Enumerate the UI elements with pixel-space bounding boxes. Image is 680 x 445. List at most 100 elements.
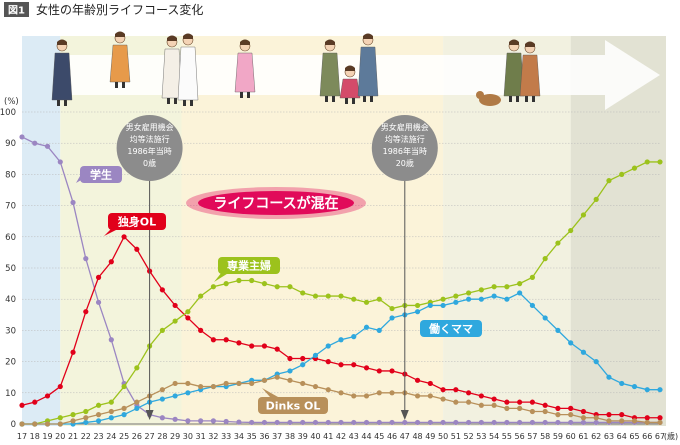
family-icon-2-body bbox=[357, 46, 379, 97]
young-woman-icon bbox=[109, 31, 131, 88]
family-icon-child-leg-l bbox=[345, 98, 348, 104]
data-point-student bbox=[210, 418, 216, 424]
callout-1986-right-arrow bbox=[400, 410, 409, 420]
x-tick-label: 54 bbox=[489, 432, 499, 441]
figure-header: 図1 女性の年齢別ライフコース変化 bbox=[4, 2, 203, 17]
wedding-couple-icon-2-hair bbox=[183, 33, 193, 39]
wedding-couple-icon-hair bbox=[167, 35, 177, 41]
y-tick-label: 40 bbox=[5, 295, 16, 305]
data-point-student bbox=[44, 143, 51, 149]
series-label-bg bbox=[258, 397, 328, 414]
data-point-working_mom bbox=[478, 296, 484, 302]
y-tick-label: 0 bbox=[11, 420, 16, 430]
data-point-student bbox=[389, 419, 395, 426]
x-tick-label: 50 bbox=[438, 432, 448, 441]
series-label-text: 学生 bbox=[90, 168, 112, 182]
elderly-couple-dog-icon-dog bbox=[476, 91, 501, 106]
data-point-dinks bbox=[466, 399, 472, 405]
x-tick-label: 43 bbox=[349, 432, 359, 441]
data-point-dinks bbox=[210, 383, 216, 390]
data-point-student bbox=[580, 419, 587, 426]
x-tick-label: 29 bbox=[170, 432, 180, 441]
x-tick-label: 66 bbox=[642, 432, 652, 441]
data-point-single_ol bbox=[414, 377, 421, 383]
data-point-working_mom bbox=[453, 299, 459, 305]
y-tick-label: 80 bbox=[5, 170, 16, 180]
elderly-couple-dog-icon-hair bbox=[509, 39, 519, 45]
data-point-student bbox=[198, 418, 204, 424]
pregnant-woman-icon-leg-r bbox=[247, 92, 250, 98]
wedding-couple-icon-2 bbox=[177, 33, 199, 106]
data-point-working_mom bbox=[504, 296, 510, 302]
data-point-student bbox=[517, 419, 523, 426]
data-point-housewife bbox=[644, 159, 650, 165]
kimono-woman-icon-body bbox=[51, 52, 73, 101]
data-point-student bbox=[453, 419, 459, 426]
data-point-student bbox=[300, 419, 306, 426]
x-tick-label: 30 bbox=[183, 432, 193, 441]
data-point-dinks bbox=[172, 380, 178, 387]
data-point-housewife bbox=[389, 305, 395, 312]
data-point-dinks bbox=[363, 393, 370, 399]
data-point-student bbox=[338, 419, 344, 426]
x-tick-label: 17 bbox=[17, 432, 27, 441]
data-point-housewife bbox=[95, 402, 102, 408]
kimono-woman-icon-leg-l bbox=[57, 100, 60, 106]
kimono-woman-icon bbox=[51, 39, 73, 106]
elderly-couple-dog-icon-2-leg-l bbox=[525, 96, 528, 102]
wedding-couple-icon-2-leg-l bbox=[183, 100, 186, 106]
data-point-working_mom bbox=[619, 380, 625, 387]
data-point-student bbox=[95, 299, 102, 305]
x-tick-label: 35 bbox=[247, 432, 257, 441]
data-point-housewife bbox=[236, 277, 242, 284]
mixed-life-course-banner: ライフコースが混在 bbox=[186, 187, 366, 219]
data-point-housewife bbox=[172, 318, 178, 324]
data-point-dinks bbox=[389, 390, 395, 396]
data-point-dinks bbox=[19, 421, 25, 427]
data-point-dinks bbox=[261, 377, 268, 383]
x-tick-label: 27 bbox=[145, 432, 155, 441]
y-tick-label: 70 bbox=[5, 202, 16, 212]
data-point-student bbox=[312, 419, 319, 426]
data-point-single_ol bbox=[529, 399, 536, 405]
data-point-dinks bbox=[580, 415, 587, 421]
series-layer bbox=[19, 134, 663, 427]
age-band-2 bbox=[181, 36, 444, 426]
age-band-3 bbox=[443, 36, 571, 426]
data-point-single_ol bbox=[249, 343, 255, 349]
series-label-working_mom: 働くママ bbox=[420, 320, 482, 337]
data-point-dinks bbox=[593, 415, 599, 421]
data-point-single_ol bbox=[389, 368, 395, 374]
data-point-dinks bbox=[325, 387, 331, 393]
x-tick-label: 65 bbox=[629, 432, 639, 441]
data-point-working_mom bbox=[185, 390, 191, 396]
data-point-dinks bbox=[351, 393, 357, 399]
x-tick-label: 56 bbox=[515, 432, 525, 441]
data-point-working_mom bbox=[517, 290, 523, 296]
data-point-student bbox=[325, 419, 331, 426]
callout-1986-right-bubble bbox=[371, 115, 438, 181]
illustration-strip bbox=[51, 31, 660, 110]
x-tick-label: 26 bbox=[132, 432, 142, 441]
data-point-single_ol bbox=[580, 408, 587, 415]
data-point-working_mom bbox=[108, 415, 114, 421]
x-tick-label: 37 bbox=[272, 432, 282, 441]
series-working_mom bbox=[19, 290, 663, 427]
data-point-housewife bbox=[606, 178, 612, 184]
x-tick-label: 46 bbox=[387, 432, 397, 441]
data-point-dinks bbox=[376, 390, 382, 396]
family-icon-2-leg-r bbox=[370, 96, 373, 102]
data-point-dinks bbox=[504, 405, 510, 411]
data-point-housewife bbox=[57, 415, 63, 421]
x-tick-label: 53 bbox=[476, 432, 486, 441]
data-point-single_ol bbox=[236, 340, 242, 346]
data-point-single_ol bbox=[453, 387, 459, 393]
data-point-housewife bbox=[440, 296, 446, 302]
data-point-dinks bbox=[249, 380, 255, 387]
data-point-dinks bbox=[542, 408, 548, 415]
data-point-working_mom bbox=[376, 327, 382, 333]
data-point-dinks bbox=[57, 421, 63, 427]
x-tick-label: 38 bbox=[285, 432, 295, 441]
data-point-dinks bbox=[338, 390, 344, 396]
